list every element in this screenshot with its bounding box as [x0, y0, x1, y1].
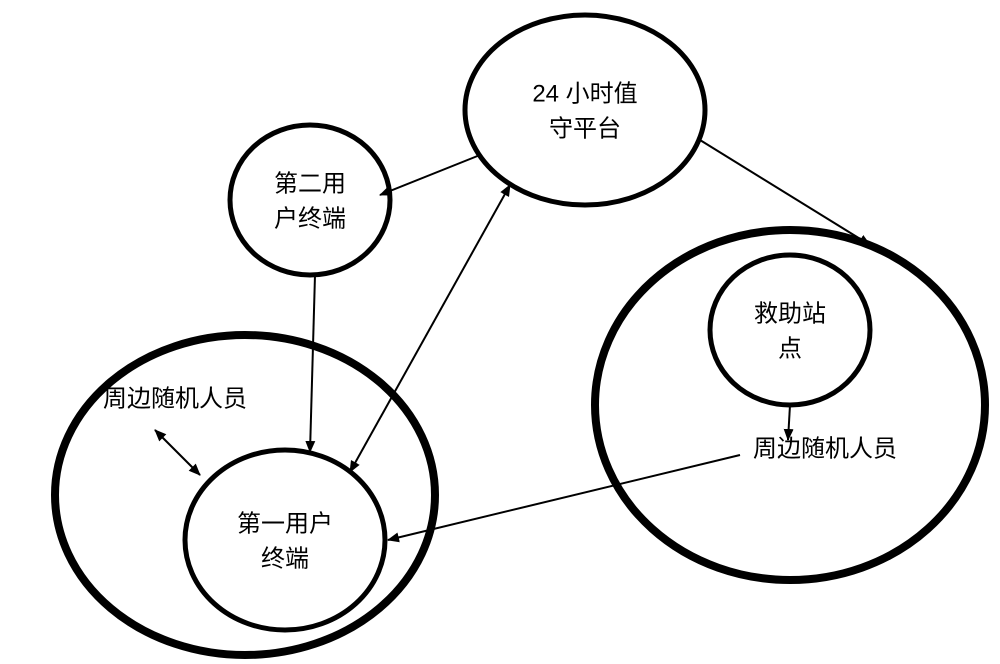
node-outer-label: 周边随机人员	[753, 435, 897, 462]
node-first_terminal: 第一用户终端	[185, 450, 385, 630]
node-label: 户终端	[274, 205, 346, 232]
diagram-canvas: 24 小时值守平台第二用户终端周边随机人员第一用户终端周边随机人员救助站点	[0, 0, 1000, 664]
node-outer-label: 周边随机人员	[103, 385, 247, 412]
edge-platform-second_terminal	[380, 155, 480, 195]
node-platform: 24 小时值守平台	[465, 15, 705, 205]
node-second_terminal: 第二用户终端	[230, 125, 390, 275]
node-label: 守平台	[549, 115, 621, 142]
edge-second_terminal-first_terminal	[310, 275, 315, 452]
edge-right_outer-first_terminal	[388, 455, 740, 540]
node-label: 点	[778, 335, 802, 362]
node-rescue: 救助站点	[710, 255, 870, 405]
node-label: 终端	[261, 545, 309, 572]
node-left_outer: 周边随机人员	[55, 335, 435, 655]
node-label: 第二用	[274, 170, 346, 197]
node-label: 24 小时值	[532, 80, 637, 107]
edge-first_terminal-random	[155, 430, 200, 475]
edges-layer	[155, 140, 870, 540]
edge-platform-first_terminal	[350, 185, 510, 472]
node-label: 救助站	[754, 300, 826, 327]
node-label: 第一用户	[237, 510, 333, 537]
nodes-layer: 24 小时值守平台第二用户终端周边随机人员第一用户终端周边随机人员救助站点	[55, 15, 985, 655]
